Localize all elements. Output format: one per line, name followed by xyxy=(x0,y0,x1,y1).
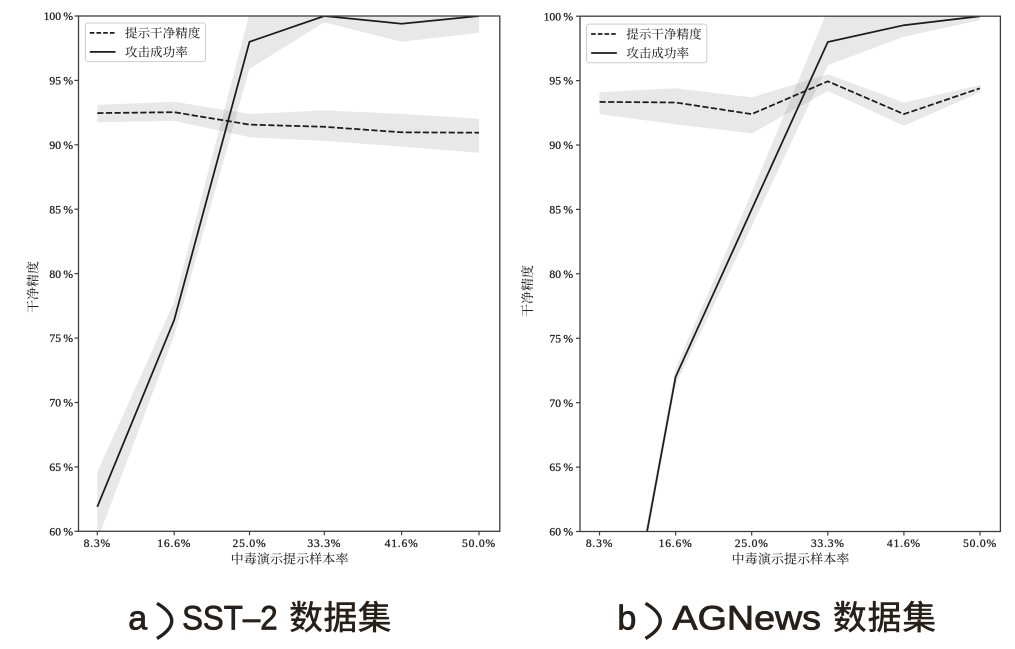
svg-text:8.3%: 8.3% xyxy=(586,537,613,550)
svg-text:80 %: 80 % xyxy=(49,268,73,281)
svg-text:AGNews: AGNews xyxy=(673,600,822,638)
svg-text:60 %: 60 % xyxy=(549,526,573,539)
svg-text:100 %: 100 % xyxy=(544,10,574,23)
svg-text:80 %: 80 % xyxy=(549,268,573,281)
svg-text:75 %: 75 % xyxy=(49,332,73,345)
svg-text:65 %: 65 % xyxy=(49,461,73,474)
svg-text:70 %: 70 % xyxy=(549,397,573,410)
svg-text:85 %: 85 % xyxy=(49,203,73,216)
svg-text:90 %: 90 % xyxy=(49,139,73,152)
svg-text:SST–2: SST–2 xyxy=(182,600,278,638)
svg-text:41.6%: 41.6% xyxy=(887,537,921,550)
svg-text:85 %: 85 % xyxy=(549,204,573,217)
svg-text:65 %: 65 % xyxy=(549,461,573,474)
svg-text:70 %: 70 % xyxy=(49,397,73,410)
svg-text:95 %: 95 % xyxy=(49,75,73,88)
svg-text:16.6%: 16.6% xyxy=(659,537,693,550)
svg-text:75 %: 75 % xyxy=(549,332,573,345)
svg-text:100 %: 100 % xyxy=(44,10,74,23)
svg-text:25.0%: 25.0% xyxy=(735,537,769,550)
svg-text:41.6%: 41.6% xyxy=(385,537,419,550)
svg-text:8.3%: 8.3% xyxy=(84,537,111,550)
svg-text:16.6%: 16.6% xyxy=(157,537,191,550)
svg-text:b: b xyxy=(617,600,636,638)
svg-text:90 %: 90 % xyxy=(549,139,573,152)
svg-text:50.0%: 50.0% xyxy=(462,537,496,550)
svg-text:60 %: 60 % xyxy=(49,525,73,538)
svg-text:95 %: 95 % xyxy=(549,75,573,88)
svg-text:33.3%: 33.3% xyxy=(307,537,341,550)
svg-text:33.3%: 33.3% xyxy=(811,537,845,550)
svg-text:25.0%: 25.0% xyxy=(233,537,267,550)
svg-text:a: a xyxy=(128,600,147,638)
svg-text:50.0%: 50.0% xyxy=(963,537,997,550)
